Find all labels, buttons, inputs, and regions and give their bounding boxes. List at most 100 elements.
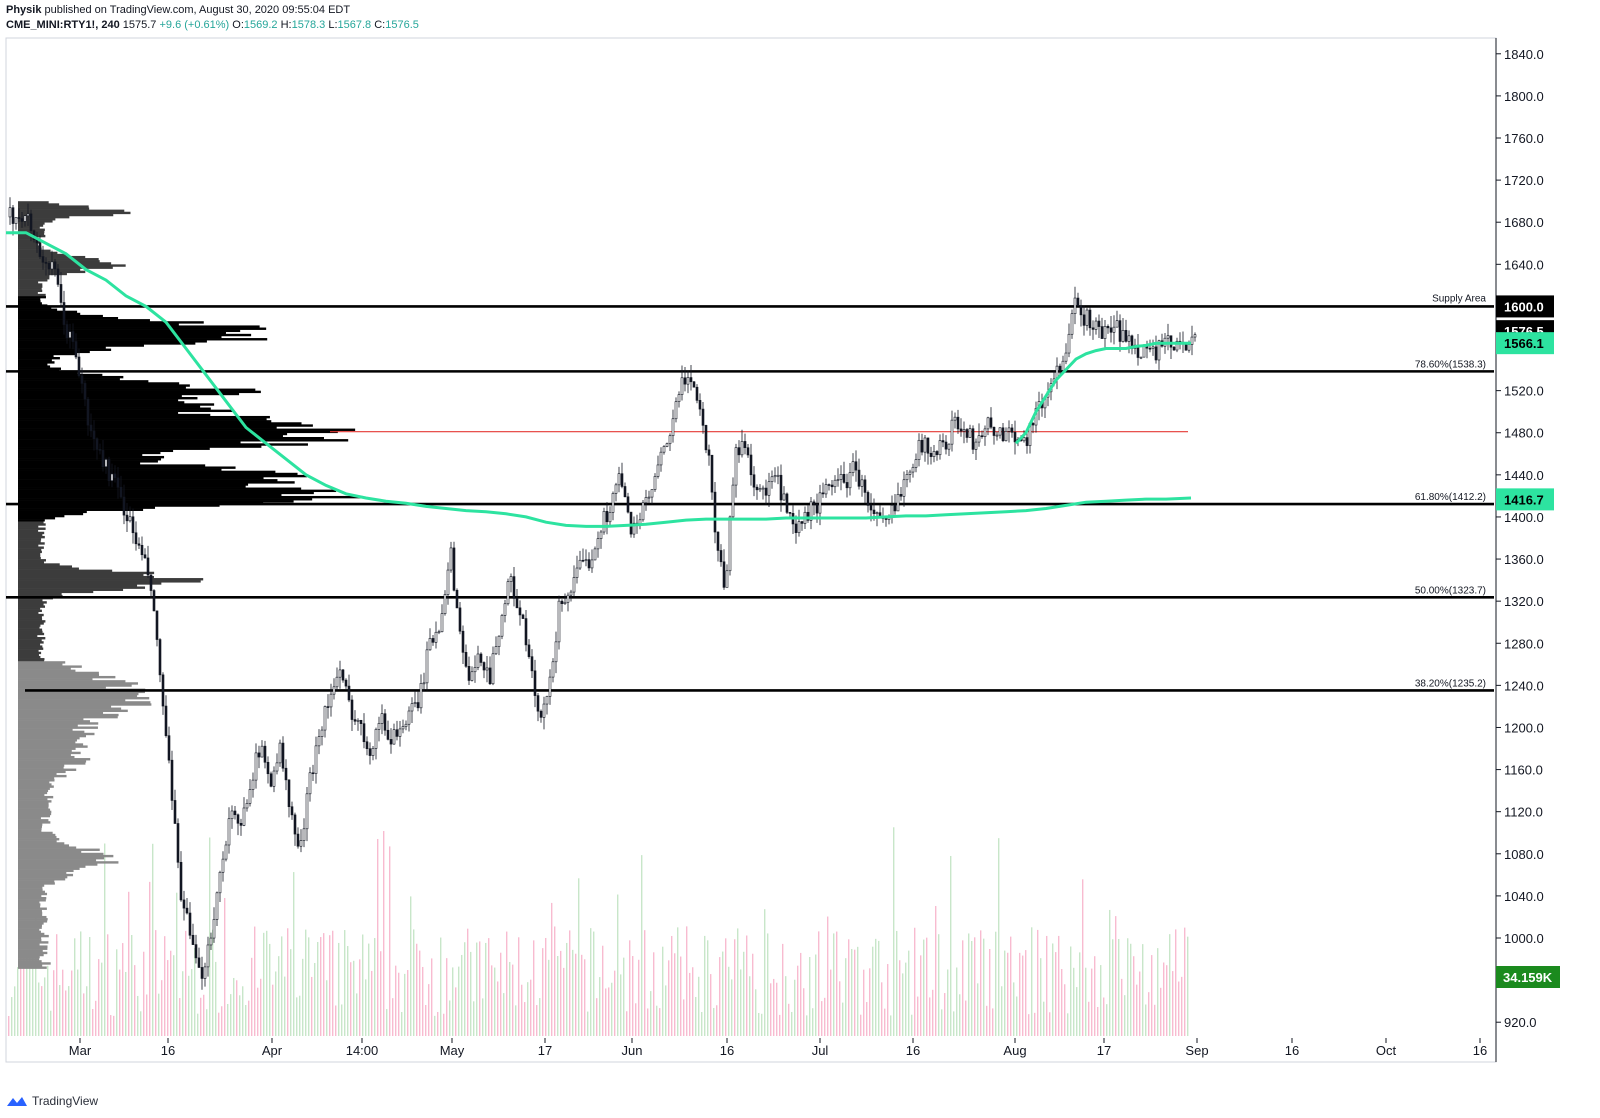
candle-body[interactable] xyxy=(209,937,213,946)
candle-body[interactable] xyxy=(77,356,81,377)
price-axis[interactable]: 920.0 1000.0 1040.0 1080.0 1120.0 1160.0 1200.… xyxy=(1496,47,1544,1030)
candle-body[interactable] xyxy=(563,601,567,605)
candle-body[interactable] xyxy=(734,447,738,486)
candle-body[interactable] xyxy=(221,858,225,873)
candle-body[interactable] xyxy=(959,428,963,432)
candle-body[interactable] xyxy=(383,713,387,731)
candle-body[interactable] xyxy=(290,806,294,816)
candle-body[interactable] xyxy=(557,600,561,643)
candle-body[interactable] xyxy=(857,469,861,487)
candle-body[interactable] xyxy=(1187,344,1191,351)
candle-body[interactable] xyxy=(593,548,597,561)
candle-body[interactable] xyxy=(548,676,552,697)
candle-body[interactable] xyxy=(788,512,792,514)
candle-body[interactable] xyxy=(1058,365,1062,371)
candle-body[interactable] xyxy=(860,479,864,487)
candle-body[interactable] xyxy=(347,685,351,701)
candle-body[interactable] xyxy=(344,679,348,687)
candle-body[interactable] xyxy=(506,581,510,605)
candle-body[interactable] xyxy=(428,638,432,651)
candle-body[interactable] xyxy=(686,377,690,385)
candle-body[interactable] xyxy=(248,789,252,804)
candle-body[interactable] xyxy=(953,416,957,421)
candle-body[interactable] xyxy=(53,261,57,270)
candle-body[interactable] xyxy=(29,213,33,232)
candle-body[interactable] xyxy=(452,547,456,591)
candle-body[interactable] xyxy=(143,554,147,559)
candle-body[interactable] xyxy=(965,429,969,438)
candle-body[interactable] xyxy=(602,511,606,533)
candle-body[interactable] xyxy=(533,670,537,696)
candle-body[interactable] xyxy=(944,441,948,450)
candle-body[interactable] xyxy=(83,383,87,400)
candle-body[interactable] xyxy=(293,814,297,835)
candle-body[interactable] xyxy=(869,505,873,511)
candle-body[interactable] xyxy=(158,639,162,676)
candle-body[interactable] xyxy=(1166,335,1170,339)
candle-body[interactable] xyxy=(896,494,900,512)
candle-body[interactable] xyxy=(419,683,423,709)
candle-body[interactable] xyxy=(302,828,306,841)
candle-body[interactable] xyxy=(1082,314,1086,326)
candle-body[interactable] xyxy=(122,496,126,516)
candle-body[interactable] xyxy=(467,666,471,681)
candle-body[interactable] xyxy=(542,703,546,718)
candle-body[interactable] xyxy=(1190,336,1194,345)
candle-body[interactable] xyxy=(350,699,354,720)
candle-body[interactable] xyxy=(680,377,684,395)
candle-body[interactable] xyxy=(1064,352,1068,362)
candle-body[interactable] xyxy=(863,479,867,493)
candle-body[interactable] xyxy=(539,710,543,718)
candle-body[interactable] xyxy=(161,674,165,707)
candle-body[interactable] xyxy=(560,600,564,605)
candle-body[interactable] xyxy=(1085,309,1089,326)
candle-body[interactable] xyxy=(410,703,414,712)
candle-body[interactable] xyxy=(971,428,975,450)
candle-body[interactable] xyxy=(257,752,261,758)
candle-body[interactable] xyxy=(1013,432,1017,443)
candle-body[interactable] xyxy=(200,967,204,979)
candle-body[interactable] xyxy=(929,452,933,457)
candle-body[interactable] xyxy=(572,577,576,593)
candle-body[interactable] xyxy=(278,742,282,764)
candle-body[interactable] xyxy=(431,638,435,643)
candle-body[interactable] xyxy=(524,618,528,646)
candle-body[interactable] xyxy=(230,810,234,820)
candle-body[interactable] xyxy=(314,745,318,774)
candle-body[interactable] xyxy=(371,748,375,756)
candle-body[interactable] xyxy=(671,418,675,437)
candle-body[interactable] xyxy=(830,484,834,488)
candle-body[interactable] xyxy=(1079,305,1083,316)
candle-body[interactable] xyxy=(713,491,717,533)
candle-body[interactable] xyxy=(851,461,855,473)
candle-body[interactable] xyxy=(482,662,486,671)
candle-body[interactable] xyxy=(356,719,360,722)
candle-body[interactable] xyxy=(605,511,609,523)
candle-body[interactable] xyxy=(1154,346,1158,361)
candle-body[interactable] xyxy=(80,375,84,384)
candle-body[interactable] xyxy=(359,719,363,724)
candle-body[interactable] xyxy=(923,437,927,453)
candle-body[interactable] xyxy=(1004,431,1008,442)
candle-body[interactable] xyxy=(677,394,681,402)
candle-body[interactable] xyxy=(125,514,129,522)
candle-body[interactable] xyxy=(575,567,579,578)
candle-body[interactable] xyxy=(59,284,63,303)
candle-body[interactable] xyxy=(1127,335,1131,342)
candle-body[interactable] xyxy=(1157,340,1161,361)
candle-body[interactable] xyxy=(836,479,840,481)
candle-body[interactable] xyxy=(152,590,156,612)
candle-body[interactable] xyxy=(890,504,894,517)
candle-body[interactable] xyxy=(710,454,714,493)
candle-body[interactable] xyxy=(236,814,240,824)
candle-body[interactable] xyxy=(848,472,852,489)
candle-body[interactable] xyxy=(8,207,12,218)
candle-body[interactable] xyxy=(197,957,201,968)
candle-body[interactable] xyxy=(191,934,195,945)
candle-body[interactable] xyxy=(752,474,756,488)
candle-body[interactable] xyxy=(137,543,141,546)
candle-body[interactable] xyxy=(365,741,369,749)
candle-body[interactable] xyxy=(239,822,243,826)
candle-body[interactable] xyxy=(875,512,879,514)
candle-body[interactable] xyxy=(518,607,522,616)
